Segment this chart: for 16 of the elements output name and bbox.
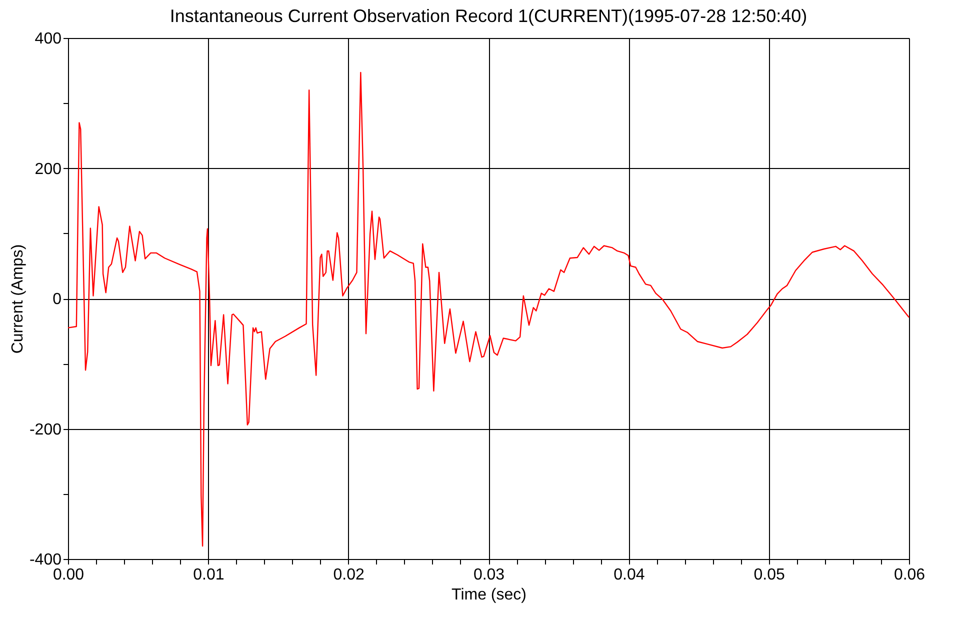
x-tick-label: 0.03 [473, 566, 505, 584]
line-series [67, 72, 910, 547]
x-axis-title: Time (sec) [452, 586, 526, 604]
y-tick-label: -200 [29, 421, 62, 438]
y-tick-label: 200 [34, 160, 62, 178]
y-tick-label: -400 [29, 552, 62, 568]
x-tick-label: 0.06 [894, 566, 926, 584]
y-tick-label: 400 [34, 30, 62, 48]
x-tick-label: 0.02 [333, 566, 365, 584]
x-tick-label: 0.04 [614, 566, 645, 584]
x-tick-label: 0.00 [52, 566, 84, 584]
chart-title: Instantaneous Current Observation Record 1(CURRENT)(1995-07-28 12:50:40) [170, 6, 808, 26]
x-tick-label: 0.05 [754, 566, 786, 584]
y-axis-title: Current (Amps) [9, 244, 26, 354]
x-tick-label: 0.01 [193, 566, 224, 584]
y-tick-label: 0 [52, 291, 62, 308]
